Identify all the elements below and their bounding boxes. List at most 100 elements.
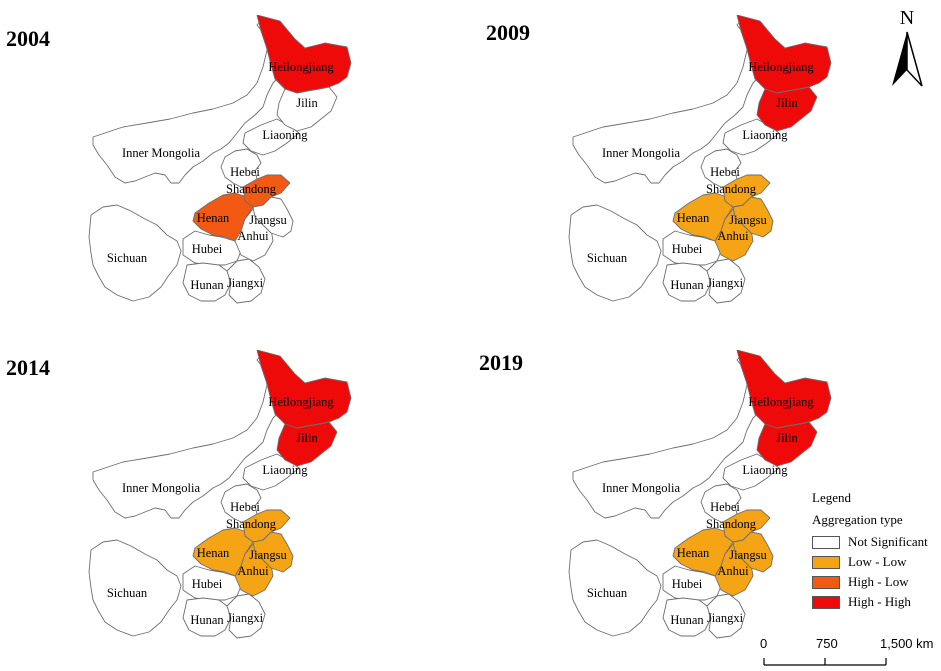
province-hunan	[182, 262, 232, 302]
province-sichuan	[568, 539, 662, 637]
scale-label-0: 0	[760, 636, 768, 651]
province-heilongjiang	[256, 350, 352, 429]
legend-swatch	[812, 555, 840, 569]
province-liaoning	[722, 118, 780, 156]
province-label-sichuan: Sichuan	[587, 586, 628, 600]
legend-item-high-low: High - Low	[812, 572, 928, 592]
province-jiangxi	[226, 258, 266, 304]
province-label-hebei: Hebei	[230, 500, 260, 514]
province-label-jiangsu: Jiangsu	[729, 548, 767, 562]
province-heilongjiang	[736, 15, 832, 94]
legend-item-not-significant: Not Significant	[812, 532, 928, 552]
province-sichuan	[88, 204, 182, 302]
province-hunan	[182, 597, 232, 637]
legend-swatch	[812, 575, 840, 589]
province-label-hebei: Hebei	[710, 500, 740, 514]
scale-label-750: 750	[816, 636, 838, 651]
province-liaoning	[242, 118, 300, 156]
province-hunan	[662, 262, 712, 302]
province-label-heilongjiang: Heilongjiang	[748, 60, 814, 74]
province-liaoning	[722, 453, 780, 491]
legend-item-low-low: Low - Low	[812, 552, 928, 572]
province-label-hubei: Hubei	[192, 577, 223, 591]
province-liaoning	[242, 453, 300, 491]
scale-label-1500: 1,500 km	[880, 636, 934, 651]
province-sichuan	[568, 204, 662, 302]
scale-bar-line	[763, 658, 887, 666]
scale-bar: 0 750 1,500 km	[756, 636, 941, 671]
province-label-henan: Henan	[677, 211, 710, 225]
north-label: N	[900, 7, 914, 29]
province-label-henan: Henan	[197, 211, 230, 225]
province-label-inner-mongolia: Inner Mongolia	[602, 146, 681, 160]
province-label-inner-mongolia: Inner Mongolia	[122, 481, 201, 495]
province-label-jiangxi: Jiangxi	[707, 611, 744, 625]
province-hubei	[662, 230, 722, 266]
province-label-inner-mongolia: Inner Mongolia	[602, 481, 681, 495]
province-shandong	[242, 509, 291, 543]
legend-swatch	[812, 595, 840, 609]
province-label-jiangsu: Jiangsu	[249, 548, 287, 562]
legend: Legend Aggregation type Not Significant …	[812, 490, 928, 612]
province-label-shandong: Shandong	[706, 182, 757, 196]
north-arrow: N	[884, 4, 930, 90]
province-label-jilin: Jilin	[776, 96, 798, 110]
province-hubei	[182, 565, 242, 601]
province-label-hunan: Hunan	[190, 613, 224, 627]
province-label-hubei: Hubei	[672, 242, 703, 256]
province-jiangxi	[706, 593, 746, 639]
province-shandong	[242, 174, 291, 208]
legend-title: Legend	[812, 490, 851, 505]
province-label-anhui: Anhui	[717, 564, 749, 578]
province-label-hunan: Hunan	[190, 278, 224, 292]
year-label-2009: 2009	[486, 20, 530, 45]
province-label-hebei: Hebei	[710, 165, 740, 179]
province-label-hubei: Hubei	[192, 242, 223, 256]
province-label-heilongjiang: Heilongjiang	[268, 60, 334, 74]
province-label-jiangsu: Jiangsu	[249, 213, 287, 227]
province-label-jilin: Jilin	[296, 431, 318, 445]
province-heilongjiang	[256, 15, 352, 94]
legend-item-label: High - Low	[848, 574, 909, 589]
north-arrow-icon: N	[892, 7, 923, 87]
year-label-2014: 2014	[6, 355, 50, 380]
province-label-liaoning: Liaoning	[262, 128, 308, 142]
province-label-jiangxi: Jiangxi	[227, 611, 264, 625]
map-panel-2014: Heilongjiang Jilin Liaoning Inner Mongolia H…	[88, 350, 352, 639]
province-label-sichuan: Sichuan	[107, 251, 148, 265]
province-inner-mongolia	[572, 17, 766, 184]
province-inner-mongolia	[92, 17, 286, 184]
year-label-2004: 2004	[6, 26, 50, 51]
province-label-heilongjiang: Heilongjiang	[268, 395, 334, 409]
province-hunan	[662, 597, 712, 637]
province-label-henan: Henan	[197, 546, 230, 560]
map-panel-2004: Heilongjiang Jilin Liaoning Inner Mongolia H…	[88, 15, 352, 304]
province-heilongjiang	[736, 350, 832, 429]
province-label-anhui: Anhui	[237, 564, 269, 578]
province-label-liaoning: Liaoning	[262, 463, 308, 477]
province-label-anhui: Anhui	[237, 229, 269, 243]
province-label-hebei: Hebei	[230, 165, 260, 179]
province-label-hunan: Hunan	[670, 613, 704, 627]
province-label-jiangsu: Jiangsu	[729, 213, 767, 227]
province-label-liaoning: Liaoning	[742, 128, 788, 142]
province-inner-mongolia	[92, 352, 286, 519]
province-hubei	[182, 230, 242, 266]
province-label-sichuan: Sichuan	[107, 586, 148, 600]
province-shandong	[722, 509, 771, 543]
province-label-liaoning: Liaoning	[742, 463, 788, 477]
province-label-heilongjiang: Heilongjiang	[748, 395, 814, 409]
legend-item-label: Not Significant	[848, 534, 928, 549]
province-label-sichuan: Sichuan	[587, 251, 628, 265]
province-label-hubei: Hubei	[672, 577, 703, 591]
year-label-2019: 2019	[479, 350, 523, 375]
province-label-jiangxi: Jiangxi	[707, 276, 744, 290]
province-label-anhui: Anhui	[717, 229, 749, 243]
province-label-shandong: Shandong	[226, 517, 277, 531]
province-jiangxi	[706, 258, 746, 304]
province-jiangxi	[226, 593, 266, 639]
province-label-jiangxi: Jiangxi	[227, 276, 264, 290]
province-label-shandong: Shandong	[706, 517, 757, 531]
province-label-henan: Henan	[677, 546, 710, 560]
province-label-hunan: Hunan	[670, 278, 704, 292]
